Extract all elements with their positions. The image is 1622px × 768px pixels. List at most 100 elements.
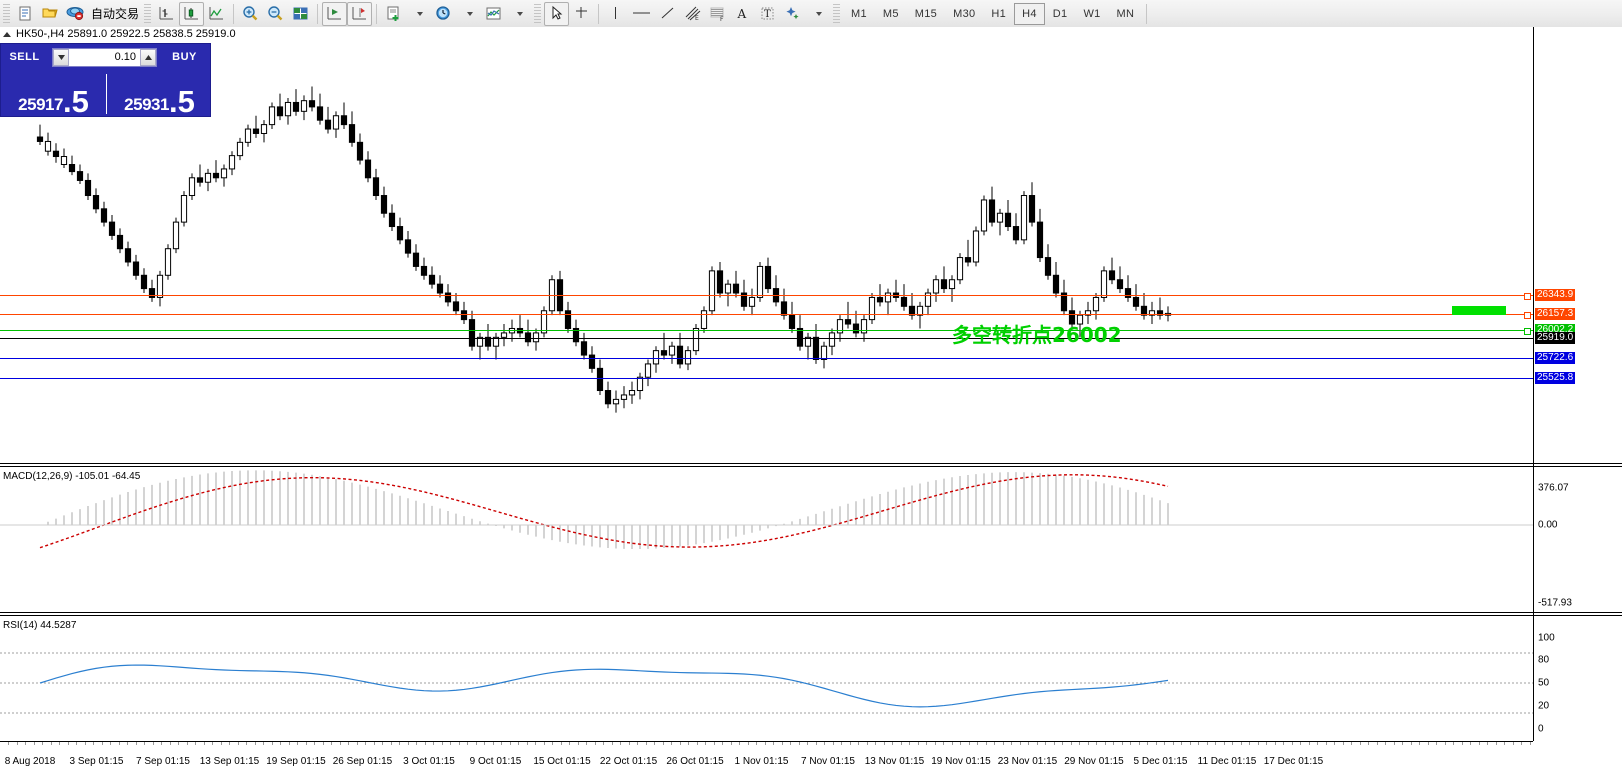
period-dropdown[interactable] xyxy=(456,2,481,26)
sell-price-fraction: .5 xyxy=(62,83,89,119)
chart-window[interactable]: HK50-,H4 25891.0 25922.5 25838.5 25919.0… xyxy=(0,27,1622,768)
time-tick xyxy=(526,742,528,745)
time-tick xyxy=(169,742,171,745)
templates-icon[interactable] xyxy=(381,2,406,26)
buy-button[interactable]: BUY xyxy=(172,51,197,63)
level-line-current-price[interactable] xyxy=(0,338,1533,339)
rsi-scale-label: 100 xyxy=(1538,632,1555,644)
equidistant-channel-icon[interactable]: E xyxy=(680,2,705,26)
bar-chart-icon[interactable] xyxy=(154,2,179,26)
time-tick xyxy=(679,742,681,745)
auto-trading-icon[interactable] xyxy=(63,2,88,26)
volume-decrement-button[interactable] xyxy=(53,48,69,66)
time-tick xyxy=(373,742,375,745)
toolbar-grip-4[interactable] xyxy=(833,4,841,23)
objects-icon[interactable] xyxy=(780,2,805,26)
level-badge-resistance-2: 26157.3 xyxy=(1535,308,1576,320)
period-icon[interactable] xyxy=(431,2,456,26)
objects-dropdown[interactable] xyxy=(805,2,830,26)
time-tick xyxy=(1325,742,1327,745)
level-line-pivot[interactable] xyxy=(0,330,1533,331)
svg-text:A: A xyxy=(737,7,747,21)
sell-price[interactable]: 25917 .5 xyxy=(1,70,106,118)
shift-chart-icon[interactable] xyxy=(322,1,348,26)
vertical-line-icon[interactable] xyxy=(603,2,628,26)
time-tick xyxy=(254,742,256,745)
line-chart-icon[interactable] xyxy=(204,2,229,26)
level-line-resistance-1[interactable] xyxy=(0,295,1533,296)
time-tick xyxy=(195,742,196,745)
main-toolbar: 自动交易 xyxy=(0,0,1622,28)
time-tick xyxy=(305,742,307,745)
time-tick xyxy=(798,742,800,745)
time-axis-label: 3 Sep 01:15 xyxy=(69,756,124,767)
level-handle-resistance-2[interactable] xyxy=(1524,312,1531,319)
chevron-down-icon xyxy=(466,11,473,16)
timeframe-m30[interactable]: M30 xyxy=(953,7,976,20)
timeframe-d1[interactable]: D1 xyxy=(1052,7,1068,20)
timeframe-h4[interactable]: H4 xyxy=(1014,2,1045,25)
trendline-icon[interactable] xyxy=(655,2,680,26)
time-tick xyxy=(509,742,511,745)
chevron-down-icon xyxy=(416,11,423,16)
macd-scale-label: 0.00 xyxy=(1538,519,1558,531)
pane-divider-macd-top xyxy=(0,463,1622,464)
time-tick xyxy=(1334,742,1335,745)
cursor-icon[interactable] xyxy=(544,1,570,26)
buy-price[interactable]: 25931 .5 xyxy=(107,70,212,118)
time-scale[interactable]: 8 Aug 2018 3 Sep 01:15 7 Sep 01:15 13 Sep 0… xyxy=(0,742,1533,768)
templates-dropdown[interactable] xyxy=(406,2,431,26)
level-handle-pivot[interactable] xyxy=(1524,328,1531,335)
volume-increment-button[interactable] xyxy=(140,48,156,66)
time-tick xyxy=(331,742,332,745)
level-line-support-1[interactable] xyxy=(0,358,1533,359)
volume-stepper[interactable]: 0.10 xyxy=(52,47,157,67)
level-handle-resistance-1[interactable] xyxy=(1524,293,1531,300)
time-tick xyxy=(722,742,723,745)
time-axis-label: 17 Dec 01:15 xyxy=(1263,756,1324,767)
time-tick xyxy=(152,742,154,745)
zoom-out-icon[interactable] xyxy=(263,2,288,26)
level-line-resistance-2[interactable] xyxy=(0,314,1533,315)
text-icon[interactable]: A xyxy=(730,2,755,26)
zoom-in-icon[interactable] xyxy=(238,2,263,26)
level-line-support-2[interactable] xyxy=(0,378,1533,379)
one-click-trading-panel[interactable]: SELL 0.10 BUY 25917 .5 25931 .5 xyxy=(0,43,211,117)
indicators-dropdown[interactable] xyxy=(506,2,531,26)
horizontal-line-icon[interactable] xyxy=(628,2,655,26)
time-axis-label: 26 Oct 01:15 xyxy=(666,756,724,767)
timeframe-w1[interactable]: W1 xyxy=(1083,7,1101,20)
indicators-icon[interactable] xyxy=(481,2,506,26)
time-tick xyxy=(407,742,409,745)
timeframe-m5[interactable]: M5 xyxy=(882,7,899,20)
toolbar-grip-2[interactable] xyxy=(144,4,152,23)
folder-icon[interactable] xyxy=(38,2,63,26)
collapse-triangle-icon[interactable] xyxy=(3,31,11,37)
candlestick-chart-icon[interactable] xyxy=(179,1,205,26)
timeframe-mn[interactable]: MN xyxy=(1116,7,1135,20)
time-tick xyxy=(484,742,485,745)
timeframe-m1[interactable]: M1 xyxy=(851,7,867,20)
time-tick xyxy=(1393,742,1395,745)
grid-icon[interactable] xyxy=(288,2,313,26)
rsi-scale-label: 0 xyxy=(1538,723,1544,735)
time-tick xyxy=(654,742,655,745)
timeframe-m15[interactable]: M15 xyxy=(914,7,938,20)
time-tick xyxy=(135,742,137,745)
sell-button[interactable]: SELL xyxy=(9,51,40,63)
crosshair-icon[interactable] xyxy=(569,2,594,26)
svg-text:T: T xyxy=(764,9,771,20)
auto-scroll-icon[interactable] xyxy=(347,1,373,26)
time-tick xyxy=(875,742,876,745)
time-tick xyxy=(101,742,103,745)
toolbar-grip-3[interactable] xyxy=(534,4,542,23)
timeframe-h1[interactable]: H1 xyxy=(991,7,1007,20)
time-tick xyxy=(1453,742,1454,745)
time-tick xyxy=(943,742,944,745)
text-label-icon[interactable]: T xyxy=(755,2,780,26)
volume-input[interactable]: 0.10 xyxy=(114,51,136,63)
new-order-icon[interactable] xyxy=(13,2,38,26)
time-tick xyxy=(433,742,434,745)
fibonacci-icon[interactable]: F xyxy=(705,2,730,26)
toolbar-grip[interactable] xyxy=(3,4,10,23)
